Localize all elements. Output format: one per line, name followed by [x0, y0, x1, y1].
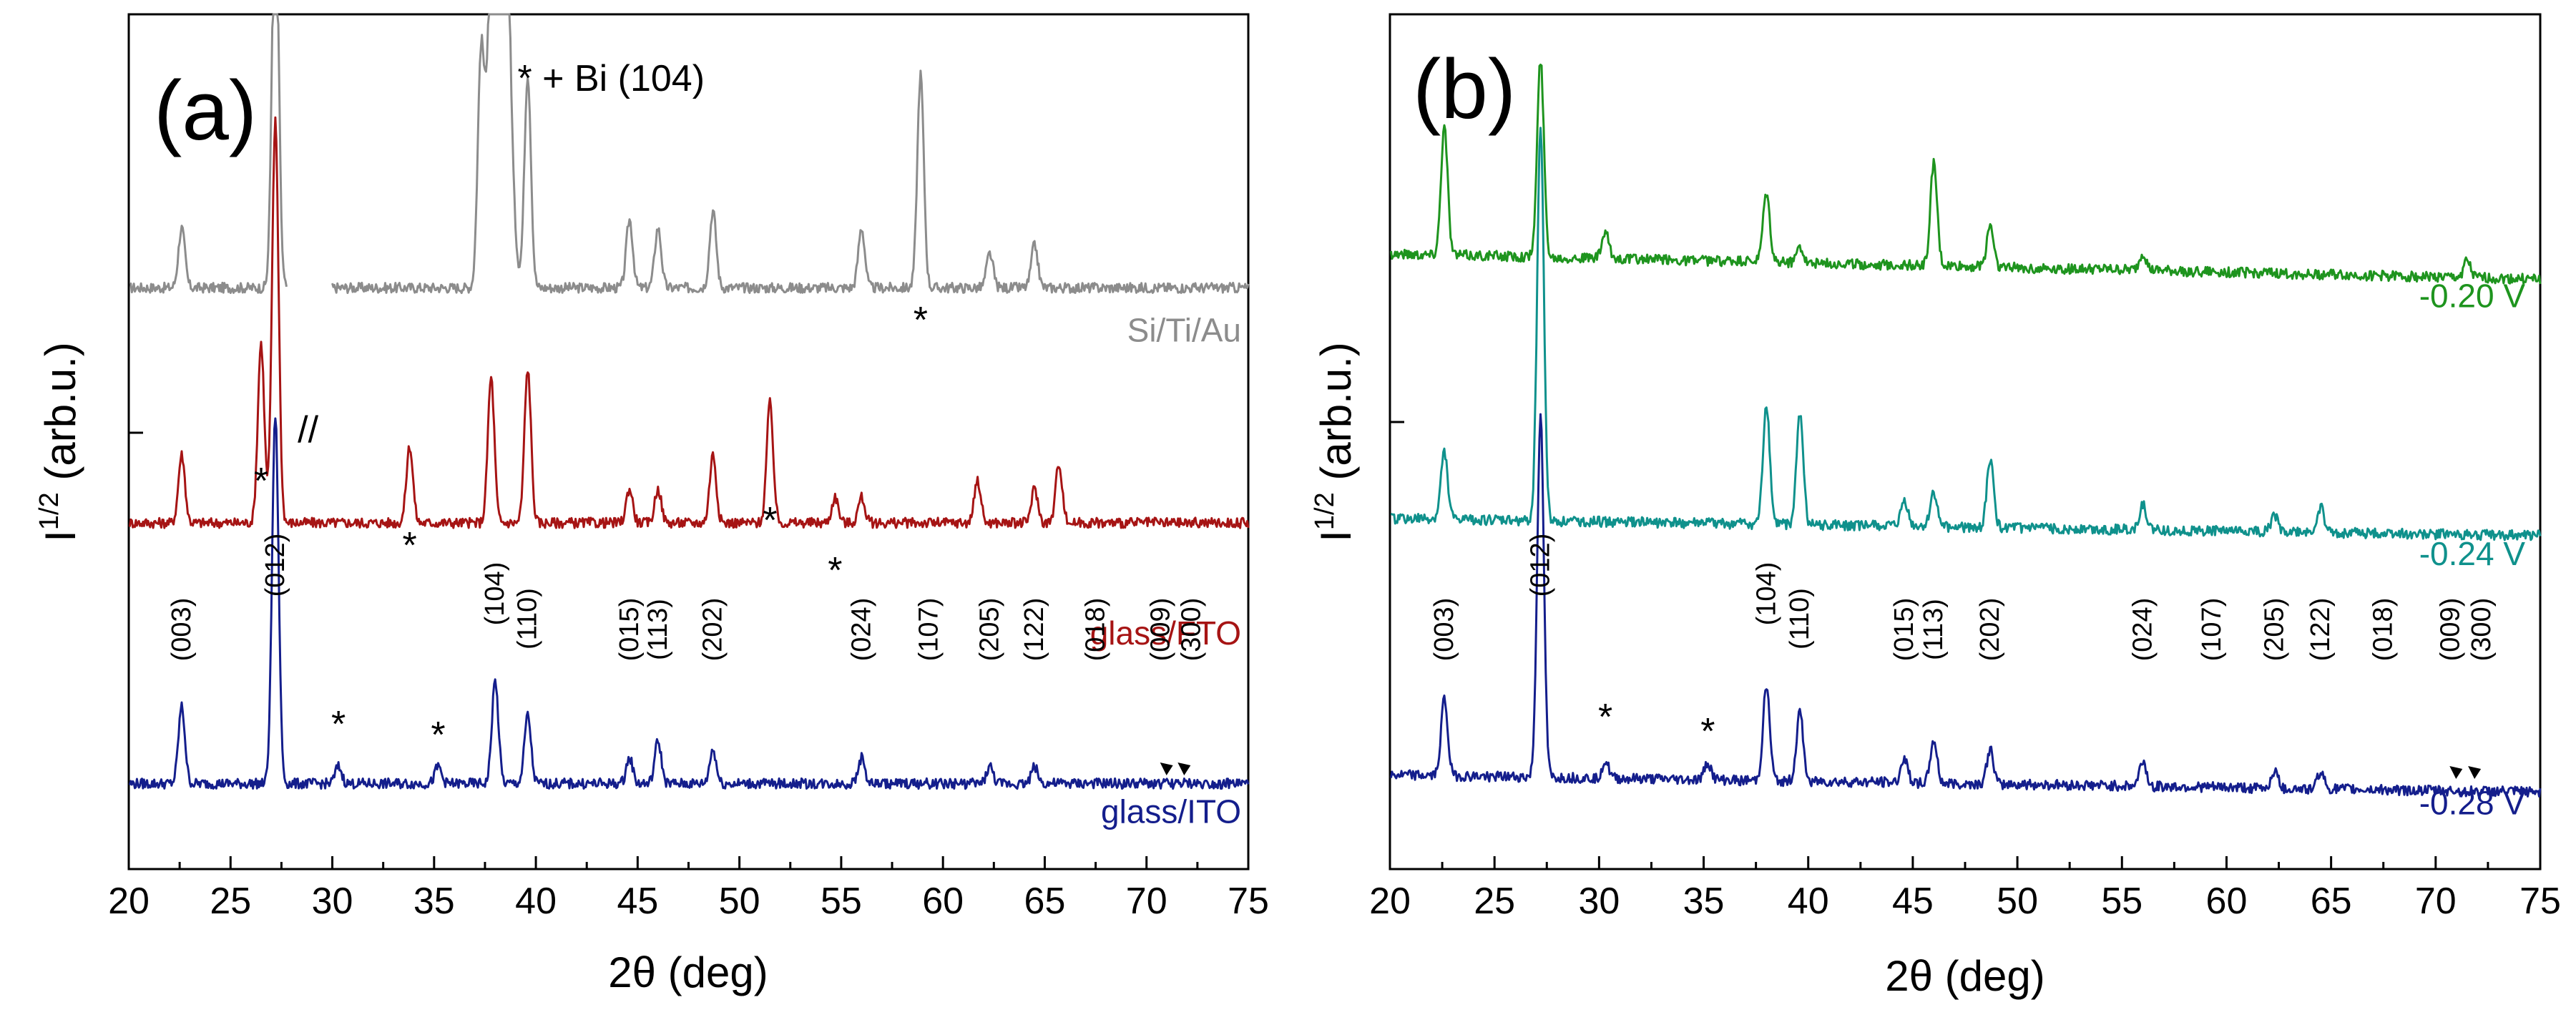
reflection-label: (018): [2369, 598, 2399, 662]
x-tick-label: 40: [515, 881, 557, 922]
reflection-label: (012): [260, 534, 290, 597]
axis-break-mark: //: [298, 409, 318, 451]
x-tick-label: 50: [1997, 881, 2038, 922]
reflection-label: (003): [167, 598, 197, 662]
panel-b-series: -0.20 V -0.24 V -0.28 V: [1390, 64, 2542, 822]
panel-a-label: (a): [154, 64, 257, 158]
reflection-label: (024): [846, 598, 876, 662]
panel-b-x-axis-title: 2θ (deg): [1885, 952, 2044, 1000]
series-line-0: [1390, 64, 2542, 285]
reflection-label: (300): [2467, 598, 2497, 662]
reflection-label: (018): [1081, 598, 1111, 662]
x-tick-label: 65: [1024, 881, 1066, 922]
x-tick-label: 70: [1126, 881, 1167, 922]
x-tick-label: 45: [617, 881, 658, 922]
panel-a-y-axis-title: I1/2 (arb.u.): [34, 342, 84, 542]
reflection-arrow: [1177, 762, 1191, 775]
panel-b-x-ticks: 20 25 30 35 40 45 50 55 60 65 70 75: [1369, 856, 2561, 922]
reflection-label: (107): [2197, 598, 2227, 662]
series-line-1: [1390, 127, 2542, 541]
impurity-star: *: [1598, 697, 1612, 738]
bi-104-annotation: * + Bi (104): [517, 58, 705, 99]
x-tick-label: 60: [922, 881, 964, 922]
panel-a-x-axis-title: 2θ (deg): [608, 948, 768, 996]
x-tick-label: 40: [1788, 881, 1829, 922]
impurity-star: *: [331, 704, 346, 745]
x-tick-label: 75: [1228, 881, 1269, 922]
x-tick-label: 20: [108, 881, 150, 922]
series-label: -0.24 V: [2419, 535, 2526, 572]
reflection-label: (003): [1429, 598, 1459, 662]
reflection-label: (122): [2306, 598, 2336, 662]
reflection-label: (015): [614, 598, 645, 662]
series-label: -0.28 V: [2419, 785, 2526, 822]
series-label: glass/ITO: [1101, 793, 1241, 830]
panel-a: (a) 20 25 30 35 40 45 50 55 60 65 70 75 Si/Ti/Au gla…: [34, 13, 1269, 996]
series-line-2: [128, 417, 1250, 790]
x-tick-label: 70: [2415, 881, 2457, 922]
reflection-label: (104): [1751, 562, 1781, 626]
reflection-arrow: [1160, 762, 1173, 775]
series-line-1: [128, 116, 1250, 529]
impurity-star: *: [914, 300, 928, 341]
series-line-0: [331, 13, 1250, 295]
x-tick-label: 45: [1892, 881, 1934, 922]
panel-b-label: (b): [1413, 42, 1516, 137]
series-label: glass/FTO: [1090, 614, 1241, 652]
panel-a-x-ticks: 20 25 30 35 40 45 50 55 60 65 70 75: [108, 856, 1269, 922]
impurity-star: *: [1700, 711, 1715, 752]
x-tick-label: 35: [1683, 881, 1725, 922]
reflection-label: (104): [480, 562, 510, 626]
impurity-star: *: [763, 500, 777, 541]
x-tick-label: 50: [719, 881, 760, 922]
panel-b-annotations: (003) (012) (104) (110) (015)(113) (202) (024)…: [1429, 534, 2497, 779]
reflection-label: (110): [513, 588, 543, 649]
reflection-label: (113): [643, 599, 673, 660]
x-tick-label: 30: [1578, 881, 1620, 922]
x-tick-label: 55: [821, 881, 862, 922]
x-tick-label: 65: [2311, 881, 2352, 922]
panel-a-series: Si/Ti/Au glass/FTO glass/ITO: [128, 13, 1250, 830]
impurity-star: *: [403, 525, 417, 567]
reflection-label: (107): [914, 598, 944, 662]
series-label: Si/Ti/Au: [1127, 311, 1241, 348]
x-tick-label: 20: [1369, 881, 1411, 922]
reflection-label: (110): [1785, 588, 1815, 649]
x-tick-label: 55: [2101, 881, 2142, 922]
reflection-arrow: [2468, 766, 2482, 779]
reflection-label: (202): [698, 598, 728, 662]
reflection-label: (122): [1019, 598, 1049, 662]
reflection-label: (300): [1176, 598, 1206, 662]
impurity-star: *: [828, 550, 842, 592]
panel-b: (b) 20 25 30 35 40 45 50 55 60 65 70 75 -0.20 V-0.2…: [1310, 13, 2561, 1000]
series-line-2: [1390, 413, 2542, 798]
reflection-label: (205): [975, 598, 1005, 662]
reflection-label: (024): [2128, 598, 2158, 662]
reflection-label: (202): [1975, 598, 2005, 662]
reflection-label: (009): [1146, 598, 1176, 662]
series-line-0: [129, 13, 288, 294]
x-tick-label: 75: [2519, 881, 2561, 922]
x-tick-label: 25: [210, 881, 251, 922]
reflection-arrow: [2449, 766, 2463, 779]
x-tick-label: 25: [1474, 881, 1515, 922]
panel-a-annotations: (003) (012) (104) (110) (015)(113) (202) (024)…: [167, 58, 1206, 775]
panel-b-y-axis-title: I1/2 (arb.u.): [1310, 342, 1360, 542]
x-tick-label: 30: [312, 881, 353, 922]
reflection-label: (009): [2435, 598, 2465, 662]
panel-a-frame: [127, 13, 1250, 870]
impurity-star: *: [254, 461, 268, 502]
x-tick-label: 35: [413, 881, 455, 922]
x-tick-label: 60: [2206, 881, 2248, 922]
impurity-star: *: [431, 715, 445, 756]
reflection-label: (113): [1919, 599, 1949, 660]
series-label: -0.20 V: [2419, 278, 2526, 315]
reflection-label: (205): [2260, 598, 2290, 662]
reflection-label: (012): [1526, 534, 1556, 597]
panel-b-frame: [1389, 13, 2542, 870]
reflection-label: (015): [1889, 598, 1919, 662]
